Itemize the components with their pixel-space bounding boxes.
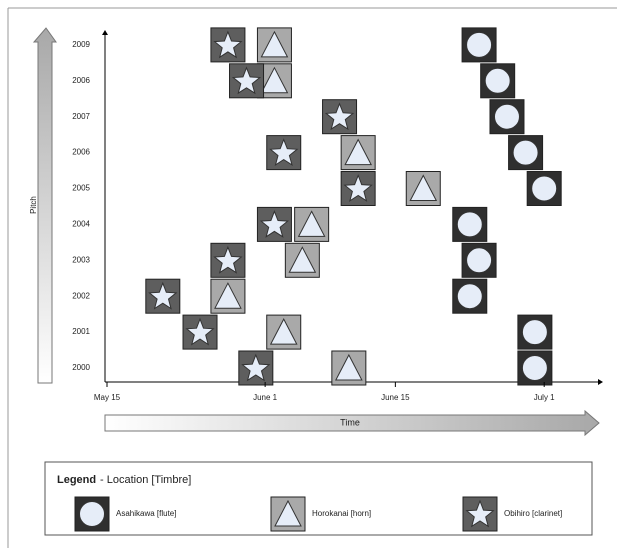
marker (270, 496, 306, 532)
y-tick-label: 2006 (72, 76, 90, 85)
marker (452, 206, 488, 242)
x-tick-label: May 15 (94, 393, 121, 402)
marker-star (213, 245, 243, 274)
marker-star (185, 317, 215, 346)
legend-label: Horokanai [horn] (312, 509, 371, 518)
marker-circle (456, 211, 483, 238)
x-axis-arrow (598, 379, 603, 385)
x-axis-label: Time (340, 417, 360, 427)
marker-triangle (409, 174, 438, 201)
y-tick-label: 2001 (72, 327, 90, 336)
marker-star (324, 102, 355, 131)
y-tick-label: 2006 (72, 148, 90, 157)
marker-triangle (274, 499, 302, 527)
legend-label: Asahikawa [flute] (116, 509, 176, 518)
marker (508, 135, 544, 171)
marker-star (231, 66, 262, 95)
marker (322, 99, 358, 135)
marker (517, 314, 553, 350)
x-tick-label: July 1 (534, 393, 555, 402)
marker (145, 278, 181, 314)
marker-triangle (269, 318, 298, 345)
marker-star (343, 174, 373, 202)
marker-triangle (214, 282, 242, 309)
marker (294, 206, 330, 242)
marker-circle (466, 31, 493, 58)
marker-triangle (260, 66, 289, 94)
marker (405, 171, 441, 206)
marker-circle (521, 355, 548, 381)
marker (284, 242, 320, 278)
marker (182, 314, 218, 350)
legend-label: Obihiro [clarinet] (504, 509, 562, 518)
marker (210, 278, 246, 314)
y-tick-label: 2007 (72, 112, 90, 121)
marker-star (269, 138, 299, 167)
legend-title: Legend (57, 474, 96, 486)
marker (229, 63, 265, 99)
marker (480, 63, 516, 99)
plot-area (145, 27, 562, 386)
marker-circle (493, 103, 520, 130)
pitch-arrow (32, 27, 57, 384)
marker (489, 99, 525, 135)
y-tick-label: 2000 (72, 363, 90, 372)
marker (517, 350, 553, 386)
marker-star (213, 30, 243, 59)
marker (210, 242, 246, 278)
marker-circle (512, 139, 539, 166)
marker (461, 242, 497, 278)
marker-circle (531, 175, 558, 202)
marker-triangle (335, 353, 363, 381)
legend-subtitle: - Location [Timbre] (100, 474, 191, 486)
legend: Asahikawa [flute] Horokanai [horn] Obihiro… (74, 496, 562, 532)
marker-star (241, 353, 271, 382)
time-arrow (104, 409, 600, 437)
marker (340, 135, 376, 171)
marker (331, 350, 367, 386)
marker (266, 135, 302, 171)
y-tick-label: 2009 (72, 40, 90, 49)
marker (340, 171, 376, 206)
y-axis-arrow (102, 30, 108, 35)
marker (256, 206, 292, 242)
x-tick-label: June 15 (381, 393, 410, 402)
marker-star (259, 210, 290, 238)
y-tick-label: 2003 (72, 255, 90, 264)
y-tick-label: 2004 (72, 220, 90, 229)
marker (452, 278, 488, 314)
marker (461, 27, 497, 63)
y-tick-label: 2005 (72, 184, 90, 193)
marker-circle (79, 501, 105, 527)
marker (238, 350, 274, 386)
marker (256, 27, 292, 63)
marker-triangle (344, 138, 372, 166)
x-tick-label: June 1 (253, 393, 278, 402)
y-tick-label: 2002 (72, 291, 90, 300)
marker (266, 314, 302, 350)
marker-circle (456, 283, 483, 310)
marker-circle (484, 67, 511, 94)
marker (74, 496, 110, 532)
marker (526, 171, 562, 206)
marker-circle (521, 319, 548, 346)
marker-triangle (260, 30, 289, 58)
marker-triangle (288, 246, 317, 273)
marker-circle (466, 247, 493, 274)
marker-star (465, 499, 495, 528)
y-axis-label: Pitch (29, 196, 38, 214)
marker-star (148, 281, 178, 310)
marker-triangle (297, 210, 326, 237)
marker (462, 496, 498, 532)
legend-box (44, 461, 593, 536)
marker (210, 27, 246, 63)
